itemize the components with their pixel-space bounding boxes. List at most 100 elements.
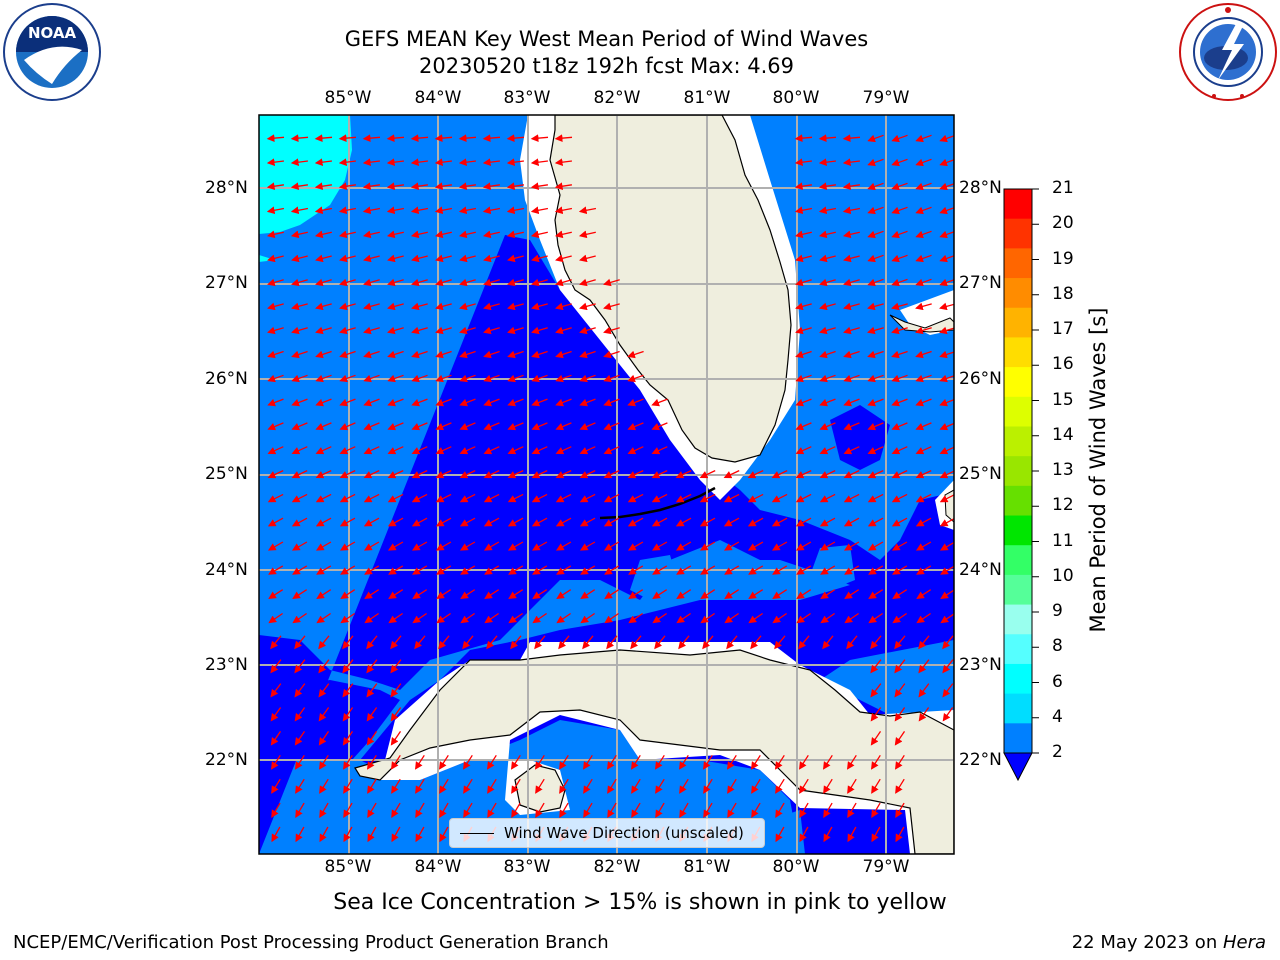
wave-direction-arrow xyxy=(580,589,596,600)
wave-direction-arrow xyxy=(795,446,812,455)
wave-direction-arrow xyxy=(386,230,404,239)
wave-direction-arrow xyxy=(266,230,284,239)
wave-direction-arrow xyxy=(459,254,476,263)
wave-direction-arrow xyxy=(291,493,308,503)
wave-direction-arrow xyxy=(391,802,401,819)
wave-direction-arrow xyxy=(483,302,500,311)
wave-direction-arrow xyxy=(871,778,881,794)
wave-direction-arrow xyxy=(412,589,428,600)
wave-direction-arrow xyxy=(794,182,812,191)
wave-direction-arrow xyxy=(363,517,380,527)
wave-direction-arrow xyxy=(414,635,426,650)
wave-direction-arrow xyxy=(363,374,380,383)
colorbar-tick-label: 19 xyxy=(1052,248,1074,269)
wave-direction-arrow xyxy=(891,206,908,215)
wave-direction-arrow xyxy=(364,612,379,624)
wave-direction-arrow xyxy=(895,778,905,794)
wave-direction-arrow xyxy=(315,302,332,311)
wave-direction-arrow xyxy=(750,635,762,650)
wave-direction-arrow xyxy=(507,326,524,335)
wave-direction-arrow xyxy=(435,302,452,311)
wave-direction-arrow xyxy=(843,350,860,359)
wave-direction-arrow xyxy=(267,302,284,311)
wave-direction-arrow xyxy=(891,517,908,527)
wave-direction-arrow xyxy=(799,778,809,794)
wave-direction-arrow xyxy=(435,278,452,287)
wave-direction-arrow xyxy=(651,398,668,407)
wave-direction-arrow xyxy=(771,517,788,527)
wave-direction-arrow xyxy=(291,350,308,359)
wave-direction-arrow xyxy=(867,302,884,311)
wave-direction-arrow xyxy=(410,182,428,191)
wave-direction-arrow xyxy=(315,278,332,287)
wave-direction-arrow xyxy=(555,422,572,431)
wave-direction-arrow xyxy=(362,134,381,143)
land-florida xyxy=(549,115,792,463)
lat-label-right-28n: 28°N xyxy=(959,178,1002,198)
wave-direction-arrow xyxy=(483,493,500,503)
wave-direction-arrow xyxy=(819,470,836,479)
wave-direction-arrow xyxy=(554,206,573,215)
wave-direction-arrow xyxy=(702,635,714,650)
wave-direction-arrow xyxy=(748,612,763,624)
wave-direction-arrow xyxy=(508,589,524,600)
wave-direction-arrow xyxy=(390,683,402,698)
wave-direction-arrow xyxy=(894,707,906,722)
wave-direction-arrow xyxy=(703,802,713,819)
wave-direction-arrow xyxy=(867,446,884,455)
wave-direction-arrow xyxy=(891,350,908,359)
wave-direction-arrow xyxy=(867,350,884,359)
wave-direction-arrow xyxy=(531,254,548,263)
wave-direction-arrow xyxy=(842,182,860,191)
wave-direction-arrow xyxy=(531,493,548,503)
wave-direction-arrow xyxy=(434,230,452,239)
wave-direction-arrow xyxy=(775,802,785,819)
wave-direction-arrow xyxy=(915,374,932,383)
wave-direction-arrow xyxy=(484,612,499,624)
wave-direction-arrow xyxy=(915,422,932,431)
wave-direction-arrow xyxy=(678,754,689,770)
wave-direction-arrow xyxy=(822,635,834,650)
wave-direction-arrow xyxy=(844,565,860,575)
wave-direction-arrow xyxy=(294,754,305,770)
wave-direction-arrow xyxy=(820,565,836,575)
wave-direction-arrow xyxy=(747,541,764,551)
lat-label-right-23n: 23°N xyxy=(959,655,1002,675)
wave-direction-arrow xyxy=(387,470,404,479)
wave-direction-arrow xyxy=(532,589,548,600)
wave-direction-arrow xyxy=(507,302,524,311)
wave-direction-arrow xyxy=(558,635,570,650)
wave-direction-arrow xyxy=(556,612,571,624)
wave-direction-arrow xyxy=(894,754,905,770)
wave-direction-arrow xyxy=(580,565,596,575)
wave-direction-arrow xyxy=(939,302,954,311)
wave-direction-arrow xyxy=(435,422,452,431)
wave-direction-arrow xyxy=(579,422,596,431)
wave-direction-arrow xyxy=(339,446,356,455)
wave-direction-arrow xyxy=(870,731,882,746)
wave-direction-arrow xyxy=(655,778,665,794)
wave-direction-arrow xyxy=(606,635,618,650)
wave-direction-arrow xyxy=(823,802,833,819)
lon-label-bottom-84w: 84°W xyxy=(414,857,462,877)
wave-direction-arrow xyxy=(266,158,284,167)
wave-direction-arrow xyxy=(579,398,596,407)
wave-direction-arrow xyxy=(510,635,522,650)
wave-direction-arrow xyxy=(459,398,476,407)
colorbar-segment xyxy=(1004,367,1032,398)
wave-direction-arrow xyxy=(435,254,452,263)
wave-direction-arrow xyxy=(363,493,380,503)
wave-direction-arrow xyxy=(748,589,764,600)
wave-direction-arrow xyxy=(530,134,549,143)
legend-line-swatch xyxy=(460,832,494,834)
wave-direction-arrow xyxy=(891,158,908,167)
wave-direction-arrow xyxy=(579,326,596,335)
colorbar-tick-label: 21 xyxy=(1052,178,1074,198)
wave-direction-arrow xyxy=(918,683,930,698)
wave-direction-arrow xyxy=(747,470,764,479)
wave-direction-arrow xyxy=(386,206,405,215)
wave-direction-arrow xyxy=(871,802,881,819)
wave-direction-arrow xyxy=(316,612,331,624)
wave-direction-arrow xyxy=(895,802,905,819)
wave-direction-arrow xyxy=(364,565,380,575)
